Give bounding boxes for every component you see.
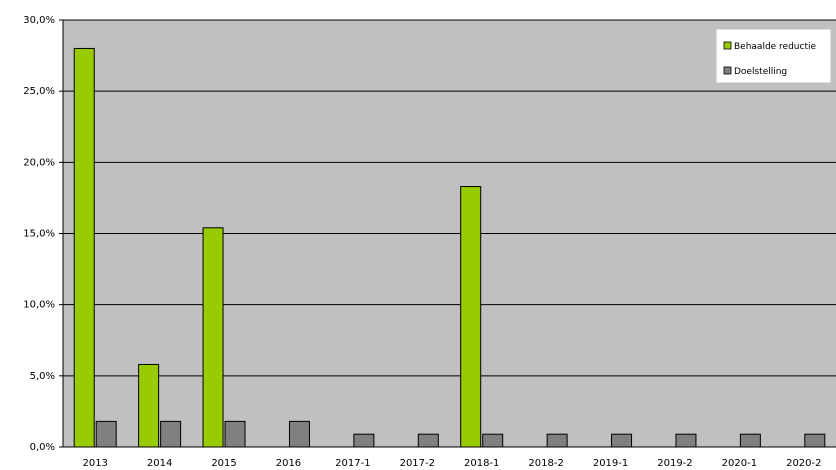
legend-box (716, 29, 831, 83)
bar-doelstelling (353, 433, 375, 448)
y-tick-label: 5,0% (30, 371, 55, 382)
legend-swatch-doelstelling (723, 66, 732, 75)
bar-behaalde-reductie (460, 186, 482, 448)
y-tick-label: 15,0% (23, 229, 55, 240)
x-axis-ticks: 2013 2014 2015 2016 2017-1 2017-2 2018-1 2018-2… (82, 458, 821, 469)
bar-doelstelling (224, 420, 246, 448)
y-tick-label: 25,0% (23, 86, 55, 97)
y-axis-ticks: 0,0% 5,0% 10,0% 15,0% 20,0% 25,0% 30,0% (23, 15, 63, 453)
bar-doelstelling (95, 420, 117, 448)
bar-doelstelling (611, 433, 633, 448)
x-tick-label: 2015 (211, 458, 236, 469)
bar-doelstelling (804, 433, 826, 448)
y-tick-label: 20,0% (23, 157, 55, 168)
bar-doelstelling (482, 433, 504, 448)
legend-swatch-behaalde-reductie (723, 41, 732, 50)
x-tick-label: 2016 (276, 458, 301, 469)
bar-doelstelling (675, 433, 697, 448)
x-tick-label: 2020-1 (722, 458, 757, 469)
x-tick-label: 2013 (82, 458, 107, 469)
y-tick-label: 30,0% (23, 15, 55, 26)
x-tick-label: 2018-2 (528, 458, 563, 469)
bar-doelstelling (160, 420, 182, 448)
x-tick-label: 2014 (147, 458, 172, 469)
x-tick-label: 2019-2 (657, 458, 692, 469)
legend-label-doelstelling: Doelstelling (734, 67, 787, 77)
gridlines (63, 19, 836, 377)
x-tick-label: 2019-1 (593, 458, 628, 469)
bar-behaalde-reductie (202, 227, 224, 448)
x-tick-label: 2018-1 (464, 458, 499, 469)
x-tick-label: 2020-2 (786, 458, 821, 469)
x-tick-label: 2017-2 (400, 458, 435, 469)
y-tick-label: 0,0% (30, 442, 55, 453)
bar-behaalde-reductie (138, 363, 160, 448)
bar-doelstelling (288, 420, 310, 448)
legend: Behaalde reductie Doelstelling (716, 29, 831, 83)
bar-doelstelling (546, 433, 568, 448)
legend-label-behaalde-reductie: Behaalde reductie (734, 42, 816, 52)
bar-behaalde-reductie (73, 47, 95, 448)
y-tick-label: 10,0% (23, 300, 55, 311)
bar-doelstelling (417, 433, 439, 448)
x-tick-label: 2017-1 (335, 458, 370, 469)
bar-doelstelling (739, 433, 761, 448)
